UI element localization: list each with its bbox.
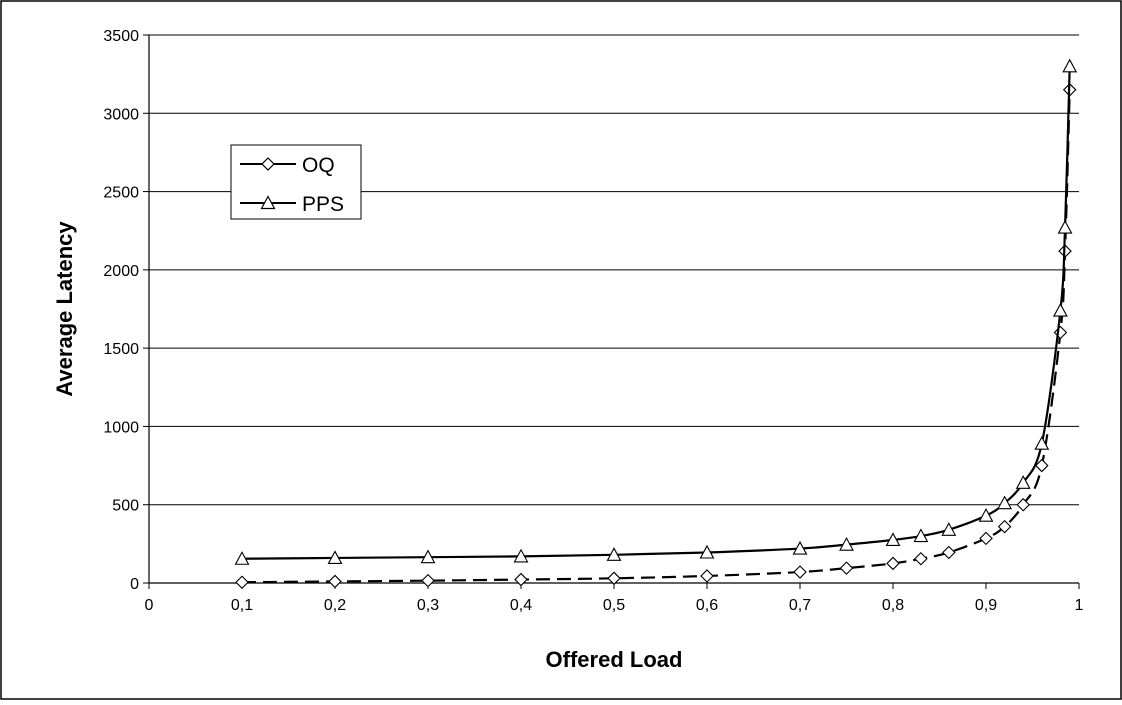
data-point-pps <box>327 550 343 565</box>
x-tick-label: 0,6 <box>696 597 718 614</box>
data-point-oq <box>1035 458 1049 473</box>
data-point-pps <box>941 522 957 536</box>
y-tick-label: 1000 <box>103 419 139 436</box>
data-point-oq <box>793 565 807 579</box>
y-tick-label: 2000 <box>103 263 139 280</box>
data-point-pps <box>885 532 901 547</box>
x-tick-label: 0 <box>145 597 154 614</box>
data-point-oq <box>942 545 956 560</box>
y-tick-label: 0 <box>130 576 139 593</box>
data-point-oq <box>886 556 900 571</box>
data-point-oq <box>421 573 435 588</box>
y-tick-label: 1500 <box>103 341 139 358</box>
y-tick-label: 2500 <box>103 185 139 202</box>
data-point-pps <box>1057 219 1073 234</box>
data-point-pps <box>606 547 622 561</box>
data-point-pps <box>997 495 1013 510</box>
data-point-pps <box>699 544 715 559</box>
data-point-pps <box>513 548 529 563</box>
data-point-oq <box>839 561 854 575</box>
legend-label-pps: PPS <box>302 193 344 216</box>
data-point-pps <box>1034 435 1050 450</box>
series-pps <box>234 58 1078 565</box>
plot-area <box>149 35 1079 583</box>
data-point-oq <box>514 572 528 587</box>
x-tick-label: 0,9 <box>975 597 997 614</box>
data-point-pps <box>234 551 250 565</box>
legend-entry-oq: OQ <box>240 154 335 177</box>
data-point-oq <box>1016 497 1030 512</box>
series-layer <box>234 58 1078 589</box>
tick-labels: 0 500 1000 1500 2000 2500 3000 3500 0 0,1 0,2 0,3 0,… <box>103 28 1083 614</box>
data-point-pps <box>913 528 929 543</box>
x-tick-label: 0,2 <box>324 597 346 614</box>
series-oq <box>235 83 1077 589</box>
data-point-pps <box>1015 475 1031 489</box>
x-tick-label: 0,5 <box>603 597 625 614</box>
x-axis-title: Offered Load <box>546 647 683 672</box>
legend-entry-pps: PPS <box>240 193 344 216</box>
x-tick-label: 0,7 <box>789 597 811 614</box>
y-tick-label: 500 <box>112 498 139 515</box>
data-point-oq <box>328 574 342 589</box>
x-tick-label: 0,4 <box>510 597 532 614</box>
series-line-oq <box>241 89 1071 584</box>
data-point-oq <box>997 519 1012 534</box>
y-tick-label: 3000 <box>103 106 139 123</box>
data-point-pps <box>1052 302 1068 317</box>
data-point-pps <box>420 549 436 564</box>
data-point-oq <box>979 531 993 546</box>
legend-marker-pps <box>260 195 276 210</box>
legend-marker-oq <box>261 157 275 171</box>
data-point-oq <box>700 569 714 583</box>
x-tick-label: 1 <box>1075 597 1084 614</box>
legend-label-oq: OQ <box>302 154 335 177</box>
y-tick-label: 3500 <box>103 28 139 45</box>
x-tick-label: 0,3 <box>417 597 439 614</box>
data-point-oq <box>607 571 621 586</box>
legend: OQ PPS <box>230 144 362 220</box>
data-point-pps <box>792 540 808 555</box>
data-point-pps <box>839 536 854 551</box>
data-point-pps <box>1062 58 1078 73</box>
data-point-pps <box>978 508 994 522</box>
x-tick-label: 0,1 <box>231 597 253 614</box>
y-axis-title: Average Latency <box>52 221 77 397</box>
legend-box <box>230 144 362 220</box>
data-point-oq <box>914 551 928 566</box>
x-tick-label: 0,8 <box>882 597 904 614</box>
data-point-oq <box>235 575 249 589</box>
series-line-pps <box>241 66 1071 560</box>
